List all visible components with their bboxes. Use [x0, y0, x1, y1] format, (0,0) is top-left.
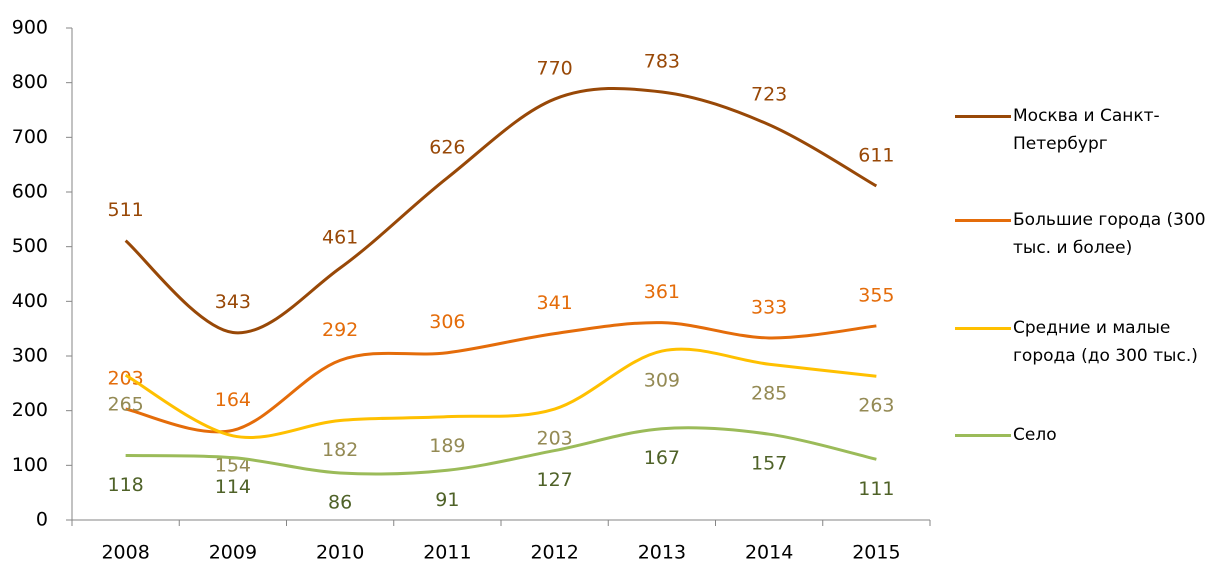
- data-label: 306: [429, 311, 465, 333]
- x-tick-label: 2011: [423, 542, 471, 564]
- legend-label: Средние и малые города (до 300 тыс.): [1013, 318, 1198, 366]
- series-line: [124, 86, 878, 335]
- data-label: 164: [215, 389, 251, 411]
- data-label: 333: [751, 296, 787, 318]
- y-tick-label: 800: [12, 71, 48, 93]
- data-label: 189: [429, 435, 465, 457]
- data-label: 111: [858, 478, 894, 500]
- data-label: 167: [644, 447, 680, 469]
- legend-swatch: [955, 327, 1011, 330]
- data-label: 343: [215, 291, 251, 313]
- data-label: 361: [644, 281, 680, 303]
- y-tick-label: 200: [12, 399, 48, 421]
- y-tick-label: 100: [12, 454, 48, 476]
- data-label: 203: [107, 368, 143, 390]
- data-label: 611: [858, 144, 894, 166]
- data-label: 263: [858, 395, 894, 417]
- data-label: 770: [536, 58, 572, 80]
- data-label: 182: [322, 439, 358, 461]
- data-label: 461: [322, 226, 358, 248]
- data-label: 723: [751, 83, 787, 105]
- data-label: 157: [751, 453, 787, 475]
- y-tick-label: 900: [12, 17, 48, 39]
- legend-label: Москва и Санкт-Петербург: [1013, 106, 1160, 154]
- data-label: 118: [107, 474, 143, 496]
- legend-swatch: [955, 219, 1011, 222]
- data-label: 626: [429, 136, 465, 158]
- y-tick-label: 400: [12, 290, 48, 312]
- y-tick-label: 300: [12, 345, 48, 367]
- legend-swatch: [955, 434, 1011, 437]
- series-line: [124, 347, 877, 439]
- data-label: 309: [644, 370, 680, 392]
- x-tick-label: 2010: [316, 542, 364, 564]
- y-tick-label: 0: [36, 509, 48, 531]
- x-tick-label: 2015: [852, 542, 900, 564]
- data-label: 341: [536, 292, 572, 314]
- legend-label: Большие города (300 тыс. и более): [1013, 210, 1206, 258]
- x-tick-label: 2009: [209, 542, 257, 564]
- series-line: [125, 426, 877, 476]
- data-label: 265: [107, 394, 143, 416]
- data-label: 203: [536, 428, 572, 450]
- x-tick-label: 2014: [745, 542, 793, 564]
- data-label: 511: [107, 199, 143, 221]
- y-tick-label: 700: [12, 126, 48, 148]
- data-label: 91: [435, 489, 459, 511]
- data-label: 355: [858, 284, 894, 306]
- data-label: 114: [215, 476, 251, 498]
- x-tick-label: 2008: [101, 542, 149, 564]
- data-label: 292: [322, 319, 358, 341]
- legend-label: Село: [1013, 425, 1057, 445]
- y-tick-label: 600: [12, 181, 48, 203]
- data-label: 127: [536, 469, 572, 491]
- x-tick-label: 2013: [638, 542, 686, 564]
- legend-swatch: [955, 115, 1011, 118]
- data-label: 285: [751, 383, 787, 405]
- data-label: 86: [328, 491, 352, 513]
- data-label: 783: [644, 50, 680, 72]
- series-line: [125, 321, 877, 434]
- x-tick-label: 2012: [530, 542, 578, 564]
- y-tick-label: 500: [12, 235, 48, 257]
